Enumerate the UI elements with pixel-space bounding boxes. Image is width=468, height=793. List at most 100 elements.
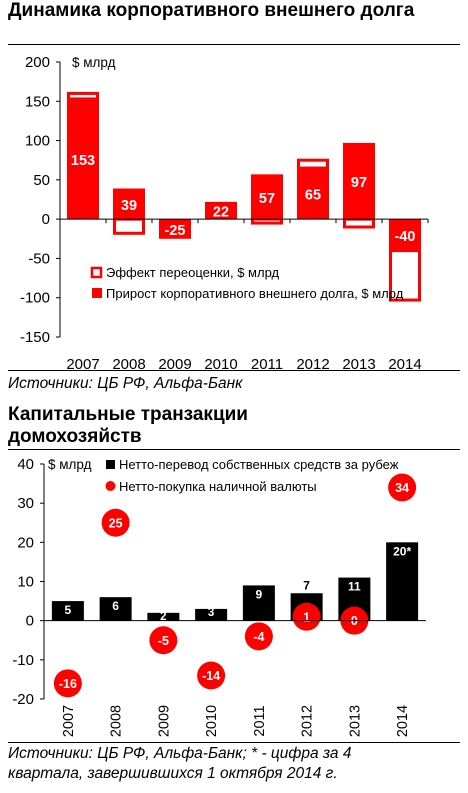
chart1-source: Источники: ЦБ РФ, Альфа-Банк: [8, 375, 243, 392]
chart1: 200 150 100 50 0 -50 -100 -150 $ млрд 153 2007 39 20…: [20, 54, 429, 373]
x-tick-label: 2007: [61, 705, 77, 737]
data-label: 22: [213, 205, 229, 221]
x-tick-label: 2009: [158, 356, 191, 373]
data-label: 5: [65, 603, 72, 617]
bar: [389, 219, 421, 251]
y-tick-label: -10: [12, 652, 34, 669]
point: [292, 602, 321, 631]
title-divider: [8, 44, 460, 45]
legend-swatch-growth: [92, 288, 102, 298]
y-tick-label: 0: [42, 211, 50, 228]
data-label: 9: [256, 587, 263, 601]
x-tick-label: 2008: [112, 356, 145, 373]
y-tick-label: 10: [17, 574, 34, 591]
revaluation-bar: [389, 249, 421, 302]
legend-label: Нетто-покупка наличной валюты: [119, 479, 317, 494]
data-label: 6: [112, 599, 119, 613]
bar: [51, 601, 84, 621]
legend-swatch-revaluation: [90, 266, 103, 279]
data-label: 20*: [393, 544, 411, 558]
point-label: 25: [109, 516, 123, 530]
data-label: 57: [259, 191, 275, 207]
x-tick-label: 2008: [109, 705, 125, 737]
y-tick-label: -100: [20, 290, 50, 307]
y-axis-label: $ млрд: [48, 457, 92, 472]
revaluation-bar: [67, 91, 99, 101]
point: [101, 508, 130, 537]
legend-swatch-transfers: [106, 460, 115, 469]
point: [388, 473, 417, 502]
data-label: 97: [351, 175, 367, 191]
bar: [67, 98, 99, 220]
source-divider: [8, 370, 460, 371]
data-label: 2: [160, 611, 166, 623]
revaluation-bar: [343, 217, 375, 229]
data-label: 3: [208, 607, 214, 619]
bar: [147, 612, 180, 621]
y-tick-label: -50: [28, 250, 50, 267]
legend-swatch-cash: [105, 481, 116, 491]
bar: [113, 188, 145, 220]
bar: [195, 608, 228, 621]
x-tick-label: 2011: [252, 705, 268, 736]
data-label: 65: [305, 188, 321, 204]
chart2-source: Источники: ЦБ РФ, Альфа-Банк; * - цифра …: [8, 745, 352, 782]
y-tick-label: 40: [17, 456, 34, 473]
x-tick-label: 2011: [251, 356, 283, 373]
y-tick-label: 20: [17, 534, 34, 551]
point-label: 1: [303, 610, 310, 624]
legend-label: Прирост корпоративного внешнего долга, $…: [106, 286, 404, 301]
y-axis-label: $ млрд: [72, 55, 116, 70]
chart2-title: Капитальные транзакции домохозяйств: [8, 404, 248, 447]
y-tick-label: 50: [33, 172, 50, 189]
x-tick-label: 2007: [66, 356, 99, 373]
point: [197, 661, 226, 690]
bar: [205, 201, 237, 220]
y-tick-label: 100: [25, 133, 50, 150]
point-label: -5: [158, 634, 169, 648]
x-tick-label: 2010: [204, 705, 220, 737]
bar: [242, 585, 275, 621]
x-tick-label: 2013: [347, 705, 363, 737]
y-tick-label: -20: [12, 691, 34, 708]
data-label: 39: [121, 198, 137, 214]
y-tick-label: 150: [25, 93, 50, 110]
data-label: 7: [303, 578, 310, 592]
point: [149, 626, 178, 655]
bar: [386, 542, 419, 621]
x-tick-label: 2012: [296, 356, 329, 373]
point-label: 34: [395, 481, 409, 495]
y-tick-label: -150: [20, 329, 50, 346]
chart1-title: Динамика корпоративного внешнего долга: [8, 0, 415, 21]
source-divider: [8, 742, 460, 743]
point: [53, 669, 82, 698]
legend-label: Нетто-перевод собственных средств за руб…: [119, 457, 399, 472]
x-tick-label: 2014: [388, 356, 421, 373]
point-label: -14: [202, 669, 220, 683]
data-label: 11: [348, 580, 361, 594]
x-tick-label: 2013: [342, 356, 375, 373]
point-label: 0: [351, 614, 358, 628]
bar: [251, 174, 283, 220]
x-tick-label: 2014: [395, 705, 411, 737]
data-label: 153: [71, 153, 95, 169]
revaluation-bar: [251, 217, 283, 225]
x-tick-label: 2009: [156, 705, 172, 737]
title-divider: [8, 449, 460, 450]
y-tick-label: 0: [26, 613, 34, 630]
legend-label: Эффект переоценки, $ млрд: [106, 265, 280, 280]
point: [244, 622, 273, 651]
point-label: -16: [59, 677, 77, 691]
y-tick-label: 200: [25, 54, 50, 71]
point-label: -4: [253, 630, 264, 644]
data-label: -25: [165, 223, 186, 239]
bar: [99, 597, 132, 621]
x-tick-label: 2012: [300, 705, 316, 737]
y-tick-label: 30: [17, 495, 34, 512]
bar: [297, 168, 329, 220]
x-tick-label: 2010: [204, 356, 237, 373]
bar: [159, 219, 191, 239]
revaluation-bar: [113, 217, 145, 235]
data-label: -40: [395, 229, 416, 245]
